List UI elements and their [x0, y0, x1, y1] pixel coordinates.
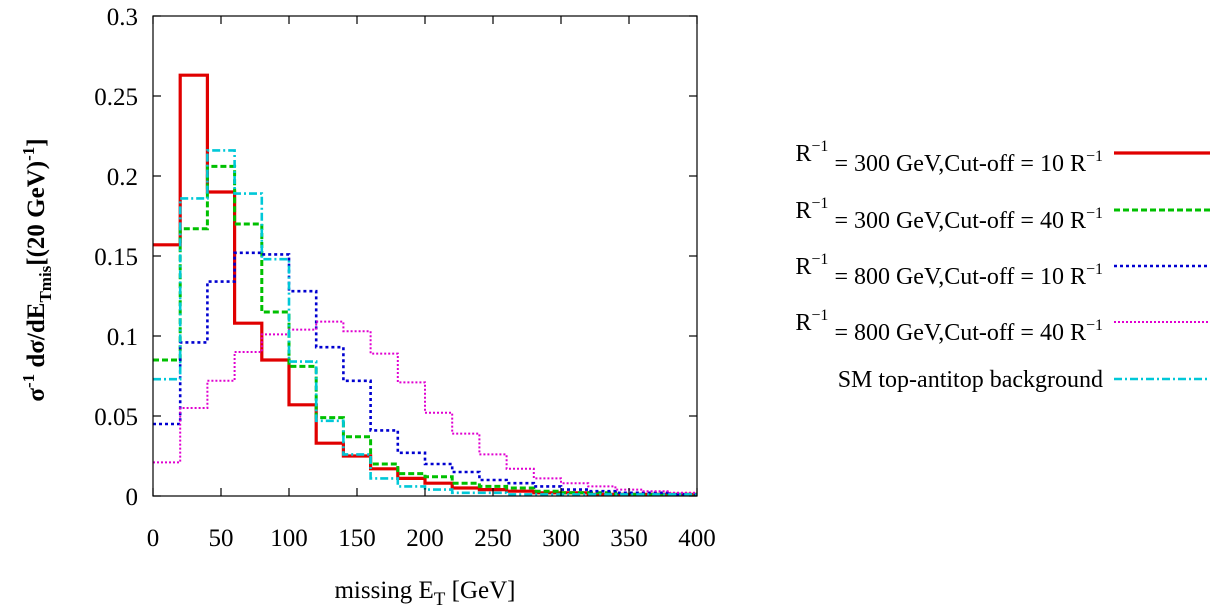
legend: R−1 = 300 GeV,Cut-off = 10 R−1R−1 = 300 …	[795, 138, 1210, 393]
y-label-sup1: -1	[19, 374, 38, 388]
series-line-1	[153, 73, 697, 496]
legend-label-pre: SM top-antitop background	[838, 367, 1103, 393]
y-tick-label: 0	[126, 484, 139, 511]
legend-label-mid: = 300 GeV,Cut-off = 40 R	[828, 208, 1086, 234]
x-tick-label: 50	[209, 525, 234, 552]
series-line-5	[153, 149, 697, 496]
y-axis-label: σ-1 dσ/dETmis[(20 GeV)-1]	[19, 138, 55, 401]
series-line-4	[153, 320, 697, 494]
x-tick-label: 350	[610, 525, 648, 552]
y-label-close: ]	[23, 138, 50, 146]
x-axis-label-main: missing E	[334, 577, 433, 604]
legend-label-sup: −1	[811, 307, 828, 324]
legend-label-sup2: −1	[1086, 148, 1103, 165]
y-label-bracket: [(20 GeV)	[23, 161, 50, 266]
legend-label-sup2: −1	[1086, 205, 1103, 222]
x-axis-label-unit: [GeV]	[445, 577, 515, 604]
y-tick-label: 0.3	[107, 4, 138, 31]
legend-label-5: SM top-antitop background	[838, 367, 1103, 393]
y-label-sup2: -1	[19, 147, 38, 161]
x-axis-label: missing ET [GeV]	[334, 577, 515, 610]
y-tick-label: 0.2	[107, 164, 138, 191]
y-label-mid: dσ/dE	[23, 303, 50, 374]
series-line-2	[153, 164, 697, 496]
legend-label-mid: = 300 GeV,Cut-off = 10 R	[828, 151, 1086, 177]
x-tick-label: 250	[474, 525, 512, 552]
y-label-sigma: σ	[23, 388, 50, 402]
legend-label-sup: −1	[811, 251, 828, 268]
x-tick-label: 0	[147, 525, 160, 552]
x-tick-label: 400	[678, 525, 716, 552]
legend-label-sup: −1	[811, 195, 828, 212]
x-tick-label: 300	[542, 525, 580, 552]
legend-label-sup: −1	[811, 138, 828, 155]
x-tick-label: 150	[338, 525, 376, 552]
x-tick-label: 100	[270, 525, 308, 552]
series-line-3	[153, 251, 697, 496]
x-axis-label-sub: T	[434, 589, 446, 610]
y-label-sub: Tmis	[36, 265, 55, 302]
y-tick-label: 0.1	[107, 324, 138, 351]
legend-label-3: R−1 = 800 GeV,Cut-off = 10 R−1	[795, 251, 1103, 290]
legend-label-2: R−1 = 300 GeV,Cut-off = 40 R−1	[795, 195, 1103, 234]
tick-layer: 0 50 100 150 200 250 300 350 400 0 0.05 0.1 0.15 0.2 0…	[94, 4, 716, 552]
legend-label-mid: = 800 GeV,Cut-off = 40 R	[828, 320, 1086, 346]
series-layer	[153, 73, 697, 496]
y-tick-label: 0.05	[94, 404, 138, 431]
legend-label-sup2: −1	[1086, 317, 1103, 334]
legend-label-pre: R	[795, 141, 811, 167]
x-tick-label: 200	[406, 525, 444, 552]
y-tick-label: 0.25	[94, 84, 138, 111]
y-tick-label: 0.15	[94, 244, 138, 271]
legend-label-1: R−1 = 300 GeV,Cut-off = 10 R−1	[795, 138, 1103, 177]
legend-label-4: R−1 = 800 GeV,Cut-off = 40 R−1	[795, 307, 1103, 346]
legend-label-pre: R	[795, 310, 811, 336]
legend-label-pre: R	[795, 254, 811, 280]
legend-label-sup2: −1	[1086, 261, 1103, 278]
legend-label-pre: R	[795, 198, 811, 224]
legend-label-mid: = 800 GeV,Cut-off = 10 R	[828, 264, 1086, 290]
